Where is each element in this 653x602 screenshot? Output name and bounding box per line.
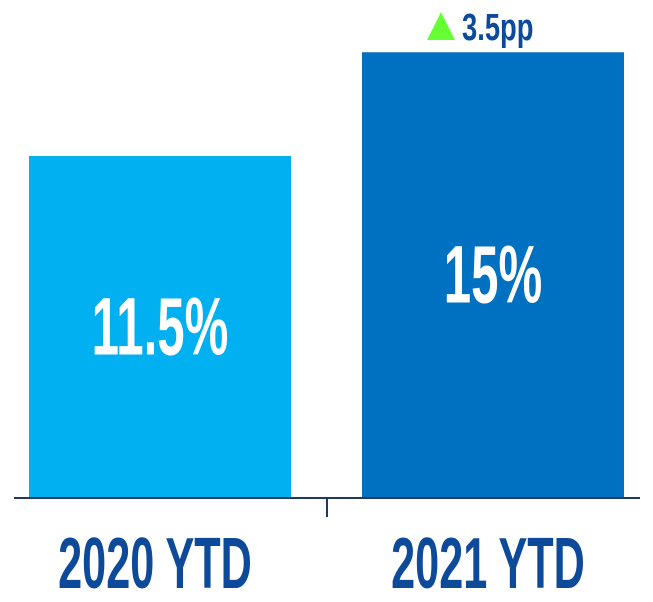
data-label: 11.5% (92, 282, 229, 373)
bar-2020-ytd (29, 156, 291, 497)
x-tick-label: 2021 YTD (391, 523, 585, 602)
triangle-up-icon (427, 12, 455, 40)
annotation-text: 3.5pp (462, 7, 533, 49)
data-label: 15% (444, 230, 542, 321)
bar-2021-ytd (362, 52, 624, 497)
x-tick-label: 2020 YTD (58, 523, 252, 602)
